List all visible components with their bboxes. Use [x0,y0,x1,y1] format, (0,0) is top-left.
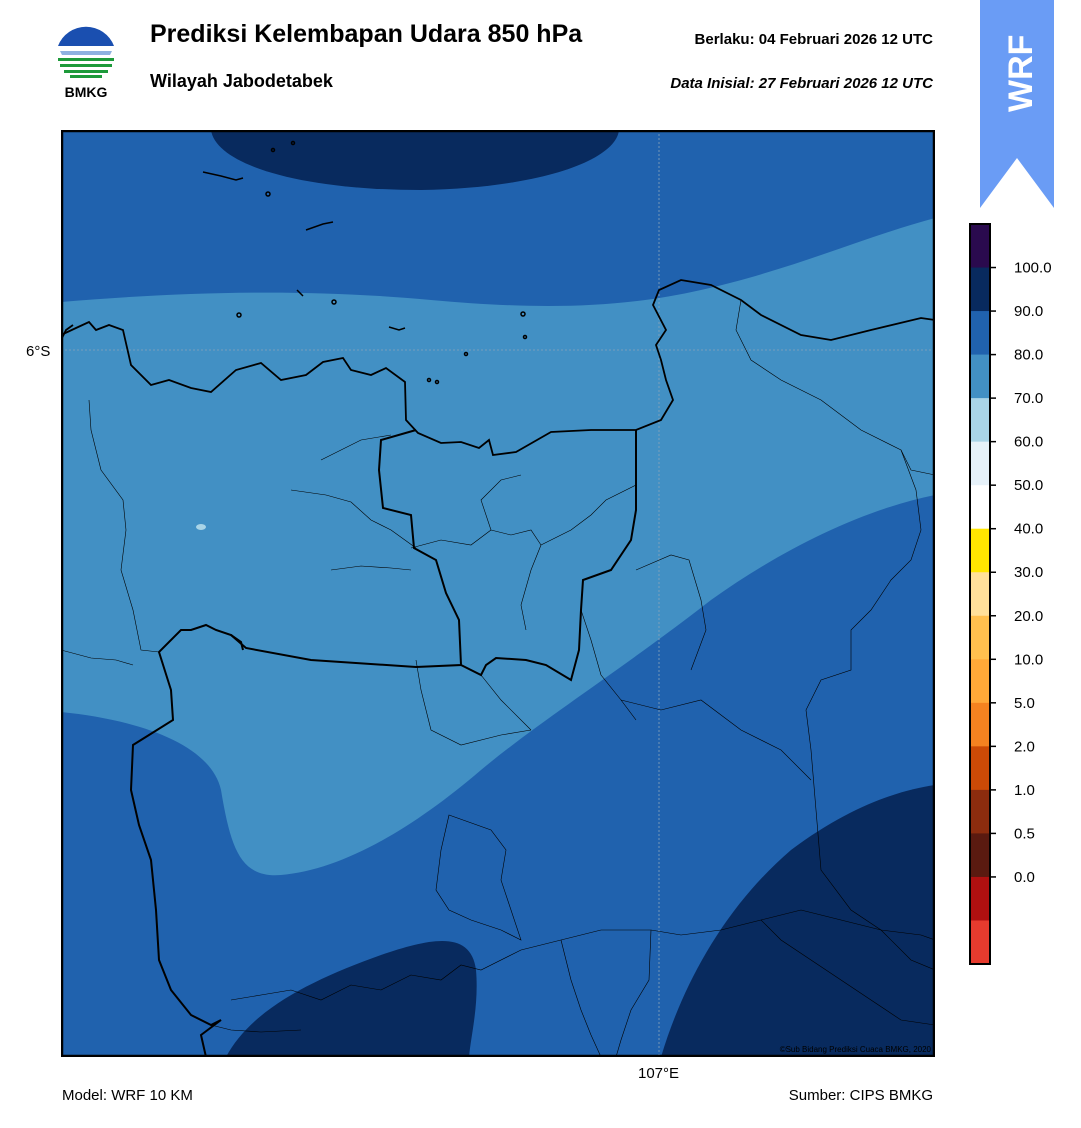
regency-borders [61,299,935,1057]
colorbar-swatch [970,267,990,312]
province-borders [129,429,637,1057]
colorbar-tick-label: 2.0 [1014,738,1035,755]
colorbar-tick-label: 90.0 [1014,303,1043,320]
thousand-islands [202,140,528,385]
colorbar: 100.0 90.0 80.0 70.0 60.0 50.0 40.0 30.0 20.0 10.… [969,223,1052,965]
colorbar-tick-label: 30.0 [1014,564,1043,581]
colorbar-tick-label: 5.0 [1014,695,1035,712]
colorbar-tick-label: 100.0 [1014,260,1052,277]
colorbar-swatch [970,746,990,791]
map-frame [61,130,935,1057]
colorbar-tick-label: 10.0 [1014,651,1043,668]
colorbar-swatch [970,354,990,399]
colorbar-swatch [970,398,990,443]
colorbar-swatch [970,441,990,486]
valid-time: Berlaku: 04 Februari 2026 12 UTC [694,31,933,48]
model-label: Model: WRF 10 KM [62,1087,193,1104]
colorbar-swatches [970,224,990,965]
humidity-band-90-100-north [211,130,619,190]
longitude-label: 107°E [638,1065,680,1082]
colorbar-tick-label: 0.5 [1014,825,1035,842]
colorbar-frame [969,223,991,965]
colorbar-swatch [970,615,990,660]
logo-text: BMKG [65,84,108,100]
colorbar-tick-label: 1.0 [1014,782,1035,799]
humidity-band-70-80 [61,218,935,876]
wrf-ribbon: WRF [980,0,1054,208]
colorbar-tick-label: 20.0 [1014,608,1043,625]
humidity-spot-60-70 [196,524,206,530]
colorbar-swatch [970,659,990,704]
initial-time: Data Inisial: 27 Februari 2026 12 UTC [670,75,933,92]
colorbar-swatch [970,702,990,747]
colorbar-tick-label: 80.0 [1014,347,1043,364]
colorbar-tick-label: 60.0 [1014,434,1043,451]
page-title: Prediksi Kelembapan Udara 850 hPa [150,20,583,48]
colorbar-tick-label: 50.0 [1014,477,1043,494]
coastline [61,279,935,456]
humidity-map[interactable]: ©Sub Bidang Prediksi Cuaca BMKG, 2020 [61,130,935,1057]
colorbar-swatch [970,224,990,269]
colorbar-swatch [970,920,990,965]
bmkg-logo: BMKG [56,20,116,100]
colorbar-swatch [970,876,990,921]
colorbar-tick-label: 40.0 [1014,521,1043,538]
copyright-text: ©Sub Bidang Prediksi Cuaca BMKG, 2020 [780,1045,932,1054]
colorbar-swatch [970,485,990,530]
colorbar-tick-label: 70.0 [1014,390,1043,407]
humidity-band-90-100-southeast [661,785,935,1057]
region-subtitle: Wilayah Jabodetabek [150,71,333,91]
colorbar-swatch [970,833,990,878]
source-label: Sumber: CIPS BMKG [788,1087,933,1104]
colorbar-swatch [970,528,990,573]
humidity-band-90-100-southwest [226,941,477,1057]
colorbar-tick-label: 0.0 [1014,869,1035,886]
colorbar-swatch [970,572,990,617]
latitude-label: 6°S [26,343,51,360]
colorbar-swatch [970,311,990,356]
wrf-label: WRF [1002,35,1040,112]
colorbar-swatch [970,789,990,834]
colorbar-ticks: 100.0 90.0 80.0 70.0 60.0 50.0 40.0 30.0 20.0 10.… [990,260,1052,886]
